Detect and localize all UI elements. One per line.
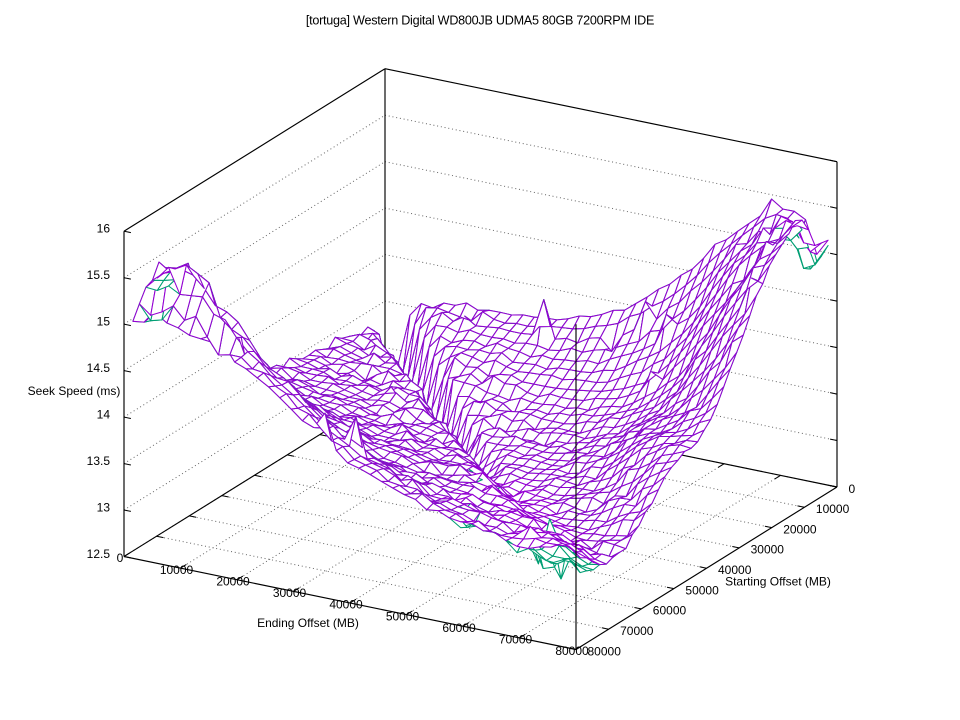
svg-text:13: 13: [97, 501, 111, 515]
svg-text:50000: 50000: [685, 583, 719, 597]
svg-text:30000: 30000: [273, 586, 307, 600]
svg-text:Ending Offset (MB): Ending Offset (MB): [257, 616, 359, 630]
svg-text:0: 0: [849, 482, 856, 496]
svg-text:10000: 10000: [816, 502, 850, 516]
svg-text:70000: 70000: [499, 633, 533, 647]
svg-text:15.5: 15.5: [87, 268, 111, 282]
svg-text:16: 16: [97, 222, 111, 236]
svg-text:14.5: 14.5: [87, 361, 111, 375]
svg-text:12.5: 12.5: [87, 547, 111, 561]
svg-text:20000: 20000: [216, 575, 250, 589]
svg-text:30000: 30000: [751, 543, 785, 557]
svg-text:[tortuga] Western Digital WD80: [tortuga] Western Digital WD800JB UDMA5 …: [306, 14, 654, 28]
svg-text:60000: 60000: [653, 604, 687, 618]
svg-text:70000: 70000: [620, 624, 654, 638]
svg-text:10000: 10000: [160, 563, 194, 577]
svg-text:40000: 40000: [329, 598, 363, 612]
svg-text:60000: 60000: [442, 621, 476, 635]
svg-text:40000: 40000: [718, 563, 752, 577]
svg-text:20000: 20000: [783, 522, 817, 536]
svg-text:80000: 80000: [555, 644, 589, 658]
svg-text:Starting Offset (MB): Starting Offset (MB): [725, 575, 831, 589]
svg-text:13.5: 13.5: [87, 454, 111, 468]
svg-text:15: 15: [97, 315, 111, 329]
svg-text:Seek Speed (ms): Seek Speed (ms): [28, 384, 121, 398]
svg-text:80000: 80000: [588, 644, 622, 658]
svg-text:14: 14: [97, 408, 111, 422]
svg-text:50000: 50000: [386, 609, 420, 623]
svg-text:0: 0: [117, 551, 124, 565]
